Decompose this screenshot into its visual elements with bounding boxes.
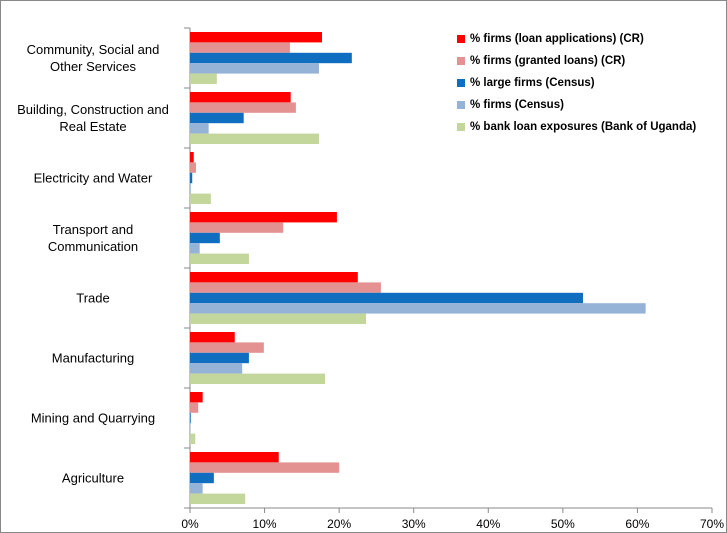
bar: [190, 272, 358, 283]
bar: [190, 152, 194, 163]
bar: [190, 392, 203, 403]
bar: [190, 123, 209, 134]
legend-label: % firms (granted loans) (CR): [470, 55, 625, 67]
x-tick-label: 0%: [181, 517, 199, 531]
y-tick-label: Transport and Communication: [47, 222, 139, 254]
bar: [190, 52, 352, 64]
legend-swatch: [457, 79, 465, 87]
y-tick-label: Trade: [76, 290, 110, 306]
bar: [190, 42, 290, 53]
bar: [190, 102, 296, 113]
legend-label: % firms (Census): [470, 99, 564, 111]
legend-label: % bank loan exposures (Bank of Uganda): [470, 121, 696, 133]
bar: [190, 172, 193, 184]
bar: [190, 133, 320, 144]
bar: [190, 292, 583, 304]
bar: [190, 232, 220, 244]
bar: [190, 162, 196, 173]
x-tick-label: 60%: [625, 517, 649, 531]
x-tick-label: 20%: [327, 517, 351, 531]
bar: [190, 92, 291, 103]
bar: [190, 183, 191, 194]
legend-swatch: [457, 35, 465, 43]
bar: [190, 193, 211, 204]
bar: [190, 222, 284, 233]
y-tick-label: Building, Construction and Real Estate: [17, 102, 169, 134]
x-tick-label: 50%: [551, 517, 575, 531]
bar: [190, 313, 366, 324]
x-tick-label: 40%: [476, 517, 500, 531]
y-tick-label: Manufacturing: [51, 350, 135, 366]
y-tick-label: Mining and Quarrying: [30, 410, 156, 426]
x-tick-label: 30%: [402, 517, 426, 531]
bar: [190, 373, 325, 384]
bar: [190, 402, 199, 413]
bar: [190, 462, 340, 473]
x-tick-label: 10%: [253, 517, 277, 531]
bar: [190, 342, 264, 353]
bar: [190, 452, 279, 463]
bar: [190, 63, 320, 74]
bar: [190, 303, 646, 314]
bar: [190, 32, 322, 43]
bar: [190, 412, 191, 424]
legend-swatch: [457, 123, 465, 131]
legend-swatch: [457, 101, 465, 109]
legend-label: % large firms (Census): [470, 77, 595, 89]
x-tick-label: 70%: [700, 517, 724, 531]
bar: [190, 363, 243, 374]
bar: [190, 212, 337, 223]
bar: [190, 253, 249, 264]
bar: [190, 73, 217, 84]
bar: [190, 483, 203, 494]
legend-swatch: [457, 57, 465, 65]
bar: [190, 112, 244, 124]
bar: [190, 493, 246, 504]
y-tick-label: Agriculture: [61, 470, 125, 486]
y-tick-label: Electricity and Water: [33, 170, 153, 186]
bar: [190, 282, 381, 293]
bar: [190, 433, 196, 444]
bar: [190, 332, 235, 343]
bar: [190, 352, 249, 364]
bar: [190, 472, 214, 484]
y-tick-label: Community, Social and Other Services: [26, 42, 160, 74]
legend-label: % firms (loan applications) (CR): [470, 33, 644, 45]
bar: [190, 243, 200, 254]
